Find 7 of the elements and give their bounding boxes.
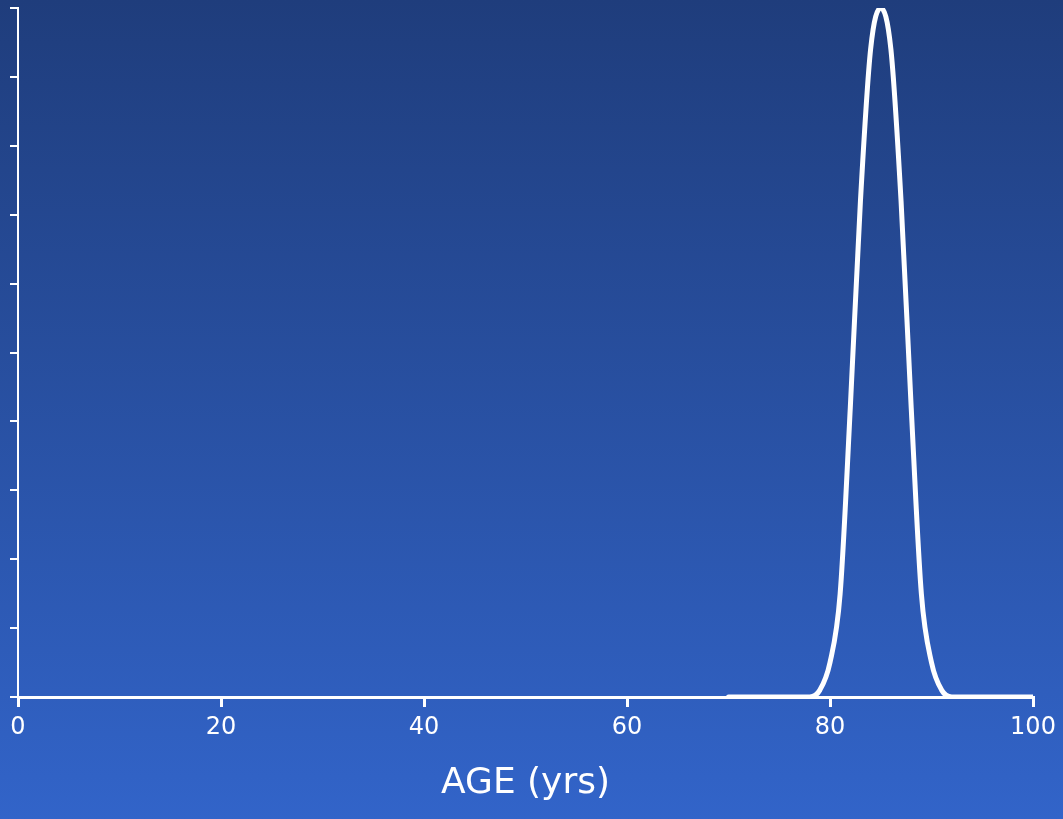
x-axis-title: AGE (yrs) (440, 759, 611, 801)
x-tick-label: 0 (10, 711, 26, 740)
x-tick-label: 80 (814, 711, 846, 740)
x-tick-label: 60 (611, 711, 643, 740)
x-tick-label: 100 (1010, 711, 1056, 740)
x-tick-label: 20 (205, 711, 237, 740)
x-tick-label: 40 (408, 711, 440, 740)
